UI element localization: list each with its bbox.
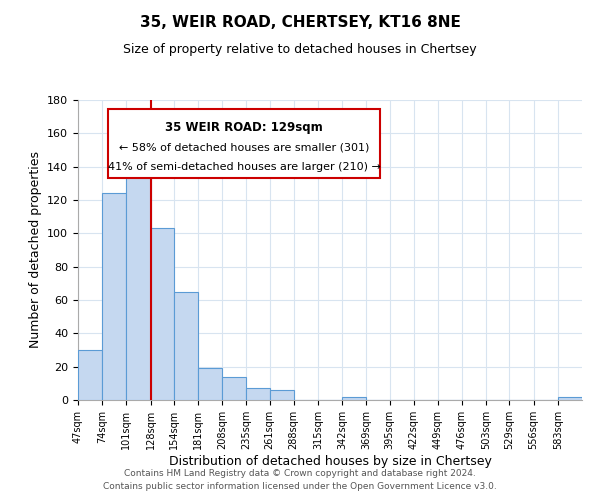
Text: Contains HM Land Registry data © Crown copyright and database right 2024.: Contains HM Land Registry data © Crown c… (124, 468, 476, 477)
Bar (558, 396, 582, 400)
Text: Contains public sector information licensed under the Open Government Licence v3: Contains public sector information licen… (103, 482, 497, 491)
Bar (222, 376, 246, 400)
Bar (246, 388, 269, 400)
Text: 41% of semi-detached houses are larger (210) →: 41% of semi-detached houses are larger (… (108, 162, 381, 172)
Bar (78, 350, 102, 400)
Text: ← 58% of detached houses are smaller (301): ← 58% of detached houses are smaller (30… (119, 142, 370, 152)
Text: 35, WEIR ROAD, CHERTSEY, KT16 8NE: 35, WEIR ROAD, CHERTSEY, KT16 8NE (140, 15, 460, 30)
Bar (151, 228, 174, 400)
Bar (198, 368, 222, 400)
Bar (127, 155, 151, 400)
Bar (342, 396, 366, 400)
Text: Size of property relative to detached houses in Chertsey: Size of property relative to detached ho… (123, 42, 477, 56)
Text: 35 WEIR ROAD: 129sqm: 35 WEIR ROAD: 129sqm (166, 121, 323, 134)
Y-axis label: Number of detached properties: Number of detached properties (29, 152, 41, 348)
Bar (269, 390, 294, 400)
FancyBboxPatch shape (108, 109, 380, 178)
Bar (174, 292, 198, 400)
X-axis label: Distribution of detached houses by size in Chertsey: Distribution of detached houses by size … (169, 454, 491, 468)
Bar (102, 194, 127, 400)
